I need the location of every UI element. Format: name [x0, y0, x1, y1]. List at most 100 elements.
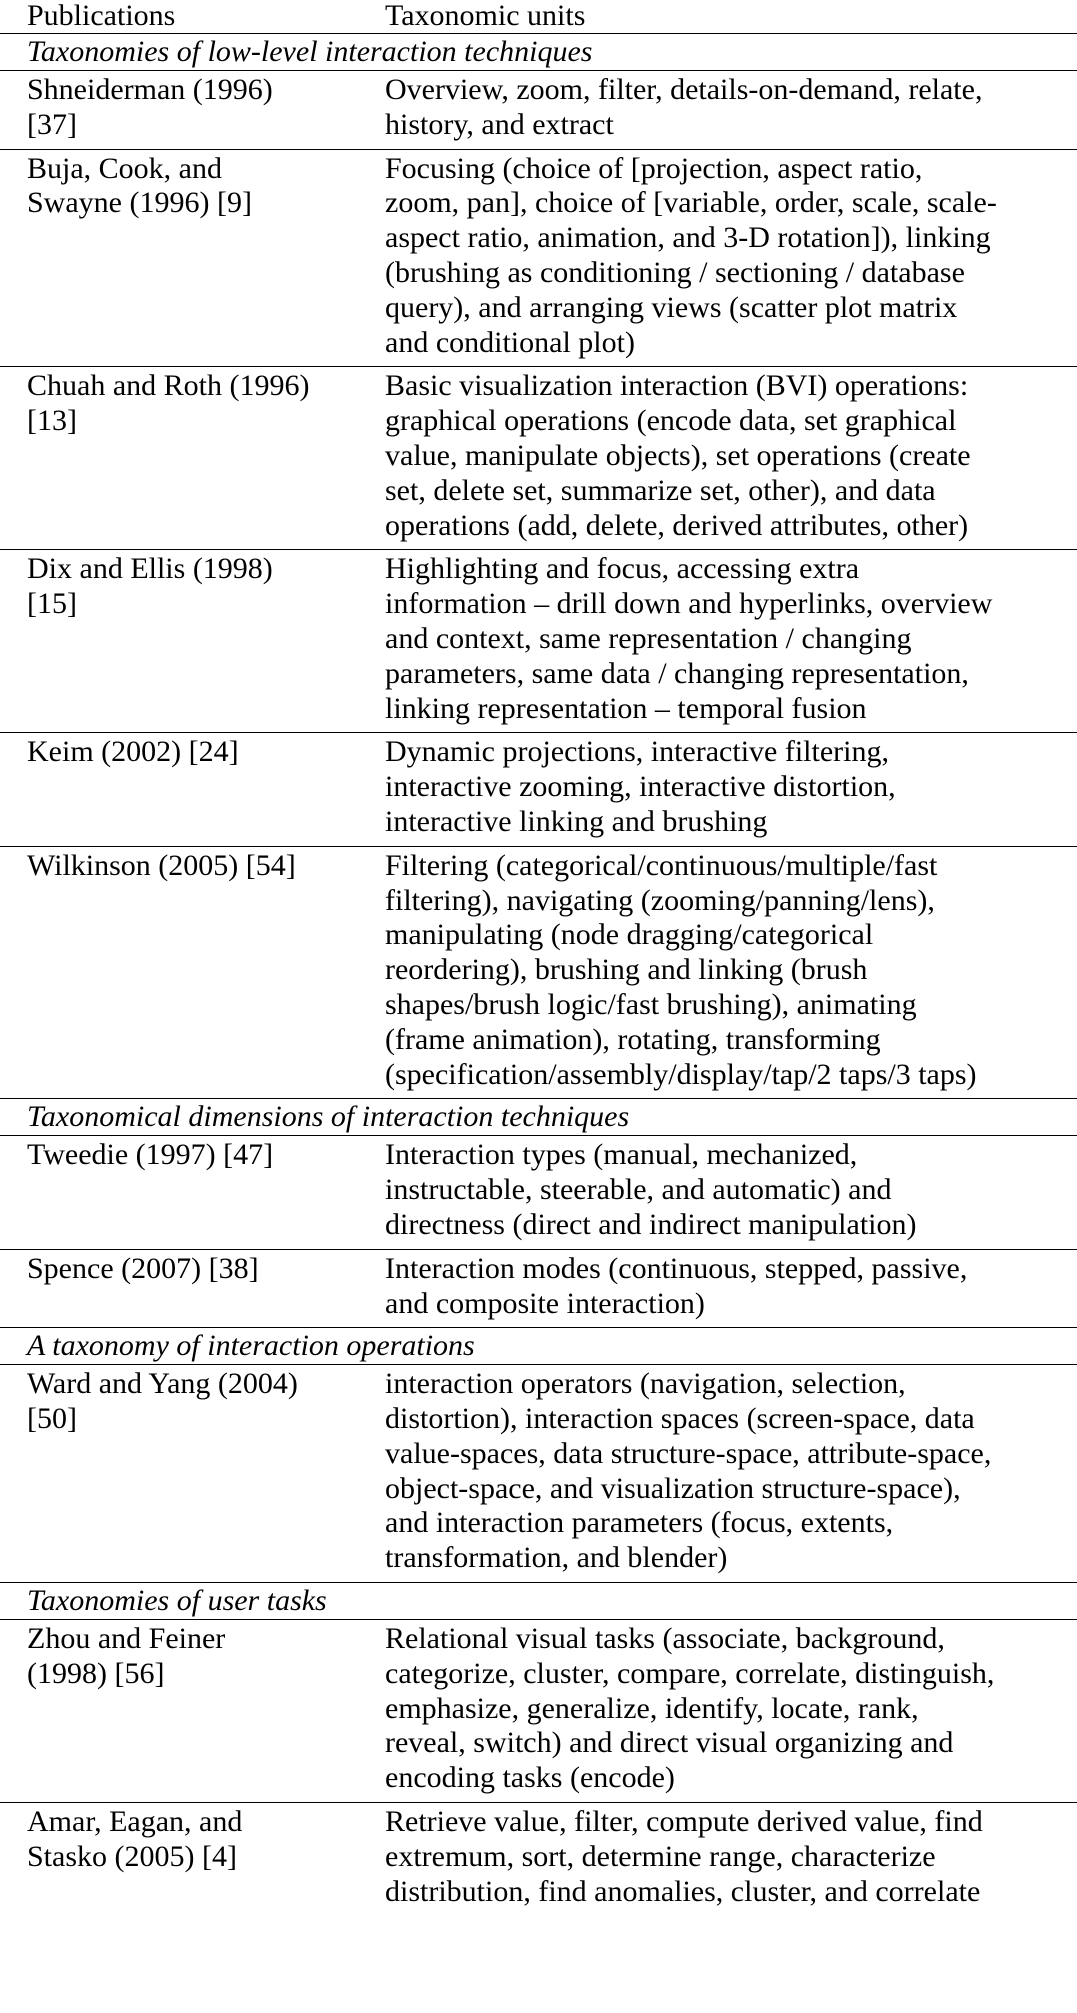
publication-cell: Tweedie (1997) [47]	[0, 1135, 380, 1250]
publication-line: Swayne (1996) [9]	[27, 186, 252, 220]
table-row: Buja, Cook, and Swayne (1996) [9] Focusing…	[0, 149, 1077, 368]
publication-cell: Amar, Eagan, and Stasko (2005) [4]	[0, 1803, 380, 1916]
table-row: Dix and Ellis (1998) [15] Highlighting and…	[0, 549, 1077, 734]
units-line: aspect ratio, animation, and 3-D rotatio…	[385, 221, 991, 255]
publication-cell: Chuah and Roth (1996) [13]	[0, 366, 380, 551]
publication-cell: Dix and Ellis (1998) [15]	[0, 549, 380, 734]
publication-line: Ward and Yang (2004)	[27, 1367, 298, 1401]
section-title: Taxonomies of low-level interaction tech…	[0, 33, 1077, 71]
publication-cell: Wilkinson (2005) [54]	[0, 846, 380, 1099]
publication-line: Tweedie (1997) [47]	[27, 1138, 274, 1172]
publication-cell: Shneiderman (1996) [37]	[0, 70, 380, 150]
taxonomic-units-cell: interaction operators (navigation, selec…	[380, 1365, 1077, 1583]
units-line: and interaction parameters (focus, exten…	[385, 1506, 894, 1540]
taxonomic-units-cell: Retrieve value, filter, compute derived …	[380, 1803, 1077, 1916]
publication-cell: Keim (2002) [24]	[0, 732, 380, 847]
publication-line: Wilkinson (2005) [54]	[27, 848, 296, 882]
units-line: Highlighting and focus, accessing extra	[385, 552, 860, 586]
units-line: and composite interaction)	[385, 1286, 705, 1320]
publication-line: Zhou and Feiner	[27, 1622, 226, 1656]
units-line: Relational visual tasks (associate, back…	[385, 1622, 945, 1656]
units-line: directness (direct and indirect manipula…	[385, 1207, 917, 1241]
units-line: operations (add, delete, derived attribu…	[385, 508, 969, 542]
header-taxonomic-units: Taxonomic units	[385, 0, 586, 32]
taxonomic-units-cell: Dynamic projections, interactive filteri…	[380, 732, 1077, 847]
section-row: Taxonomies of low-level interaction tech…	[0, 33, 1077, 71]
units-line: (frame animation), rotating, transformin…	[385, 1022, 881, 1056]
units-line: query), and arranging views (scatter plo…	[385, 290, 958, 324]
section-title: Taxonomical dimensions of interaction te…	[0, 1098, 1077, 1137]
publication-cell: Zhou and Feiner (1998) [56]	[0, 1619, 380, 1804]
units-line: categorize, cluster, compare, correlate,…	[385, 1656, 995, 1690]
publication-line: [13]	[27, 404, 77, 438]
document-page: Publications Taxonomic units Taxonomies …	[0, 0, 1077, 1916]
table-body: Taxonomies of low-level interaction tech…	[0, 33, 1077, 1916]
units-line: linking representation – temporal fusion	[385, 691, 867, 725]
units-line: Interaction modes (continuous, stepped, …	[385, 1251, 968, 1285]
units-line: distribution, find anomalies, cluster, a…	[385, 1874, 981, 1908]
section-title: A taxonomy of interaction operations	[0, 1327, 1077, 1366]
units-line: emphasize, generalize, identify, locate,…	[385, 1691, 919, 1725]
table-header-row: Publications Taxonomic units	[0, 0, 1077, 34]
units-line: interactive linking and brushing	[385, 804, 768, 838]
table-row: Ward and Yang (2004) [50] interaction oper…	[0, 1365, 1077, 1583]
units-line: graphical operations (encode data, set g…	[385, 404, 957, 438]
taxonomic-units-cell: Relational visual tasks (associate, back…	[380, 1619, 1077, 1804]
units-line: Overview, zoom, filter, details-on-deman…	[385, 73, 983, 106]
table-row: Keim (2002) [24] Dynamic projections, int…	[0, 732, 1077, 847]
units-line: interactive zooming, interactive distort…	[385, 770, 896, 804]
publication-line: Shneiderman (1996)	[27, 73, 273, 106]
taxonomy-table: Publications Taxonomic units Taxonomies …	[0, 0, 1077, 1916]
units-line: information – drill down and hyperlinks,…	[385, 587, 993, 621]
units-line: parameters, same data / changing represe…	[385, 656, 969, 690]
table-row: Shneiderman (1996) [37] Overview, zoom, fi…	[0, 70, 1077, 150]
taxonomic-units-cell: Interaction types (manual, mechanized, in…	[380, 1135, 1077, 1250]
publication-cell: Spence (2007) [38]	[0, 1249, 380, 1328]
units-line: manipulating (node dragging/categorical	[385, 918, 874, 952]
units-line: distortion), interaction spaces (screen-…	[385, 1402, 975, 1436]
publication-line: Dix and Ellis (1998)	[27, 552, 273, 586]
units-line: reveal, switch) and direct visual organi…	[385, 1726, 954, 1760]
publication-line: Stasko (2005) [4]	[27, 1839, 237, 1873]
publication-cell: Buja, Cook, and Swayne (1996) [9]	[0, 149, 380, 368]
publication-line: [37]	[27, 107, 77, 141]
units-line: Interaction types (manual, mechanized,	[385, 1138, 858, 1172]
units-line: and conditional plot)	[385, 325, 635, 359]
publication-line: Chuah and Roth (1996)	[27, 369, 310, 403]
publication-line: Amar, Eagan, and	[27, 1805, 243, 1839]
publication-line: Spence (2007) [38]	[27, 1251, 259, 1285]
table-row: Amar, Eagan, and Stasko (2005) [4] Retriev…	[0, 1803, 1077, 1916]
units-line: zoom, pan], choice of [variable, order, …	[385, 186, 997, 220]
taxonomic-units-cell: Overview, zoom, filter, details-on-deman…	[380, 70, 1077, 150]
publication-line: [50]	[27, 1402, 77, 1436]
units-line: Retrieve value, filter, compute derived …	[385, 1805, 983, 1839]
taxonomic-units-cell: Highlighting and focus, accessing extra i…	[380, 549, 1077, 734]
units-line: instructable, steerable, and automatic) …	[385, 1173, 892, 1207]
publication-line: Keim (2002) [24]	[27, 735, 239, 769]
publication-line: Buja, Cook, and	[27, 151, 222, 185]
table-row: Tweedie (1997) [47] Interaction types (ma…	[0, 1135, 1077, 1250]
units-line: reordering), brushing and linking (brush	[385, 953, 868, 987]
section-title: Taxonomies of user tasks	[0, 1582, 1077, 1621]
header-publications: Publications	[27, 0, 176, 32]
units-line: filtering), navigating (zooming/panning/…	[385, 883, 935, 917]
units-line: encoding tasks (encode)	[385, 1761, 675, 1795]
units-line: shapes/brush logic/fast brushing), anima…	[385, 987, 917, 1021]
taxonomic-units-cell: Basic visualization interaction (BVI) op…	[380, 366, 1077, 551]
table-row: Spence (2007) [38] Interaction modes (con…	[0, 1249, 1077, 1328]
units-line: set, delete set, summarize set, other), …	[385, 473, 936, 507]
units-line: Dynamic projections, interactive filteri…	[385, 735, 889, 769]
publication-line: [15]	[27, 587, 77, 621]
units-line: interaction operators (navigation, selec…	[385, 1367, 906, 1401]
units-line: and context, same representation / chang…	[385, 621, 912, 655]
publication-cell: Ward and Yang (2004) [50]	[0, 1365, 380, 1583]
section-row: A taxonomy of interaction operations	[0, 1327, 1077, 1366]
taxonomic-units-cell: Focusing (choice of [projection, aspect …	[380, 149, 1077, 368]
table-row: Zhou and Feiner (1998) [56] Relational vis…	[0, 1619, 1077, 1804]
units-line: (specification/assembly/display/tap/2 ta…	[385, 1057, 977, 1091]
units-line: Basic visualization interaction (BVI) op…	[385, 369, 969, 403]
publication-line: (1998) [56]	[27, 1656, 165, 1690]
units-line: (brushing as conditioning / sectioning /…	[385, 255, 965, 289]
taxonomic-units-cell: Interaction modes (continuous, stepped, …	[380, 1249, 1077, 1328]
taxonomic-units-cell: Filtering (categorical/continuous/multip…	[380, 846, 1077, 1099]
